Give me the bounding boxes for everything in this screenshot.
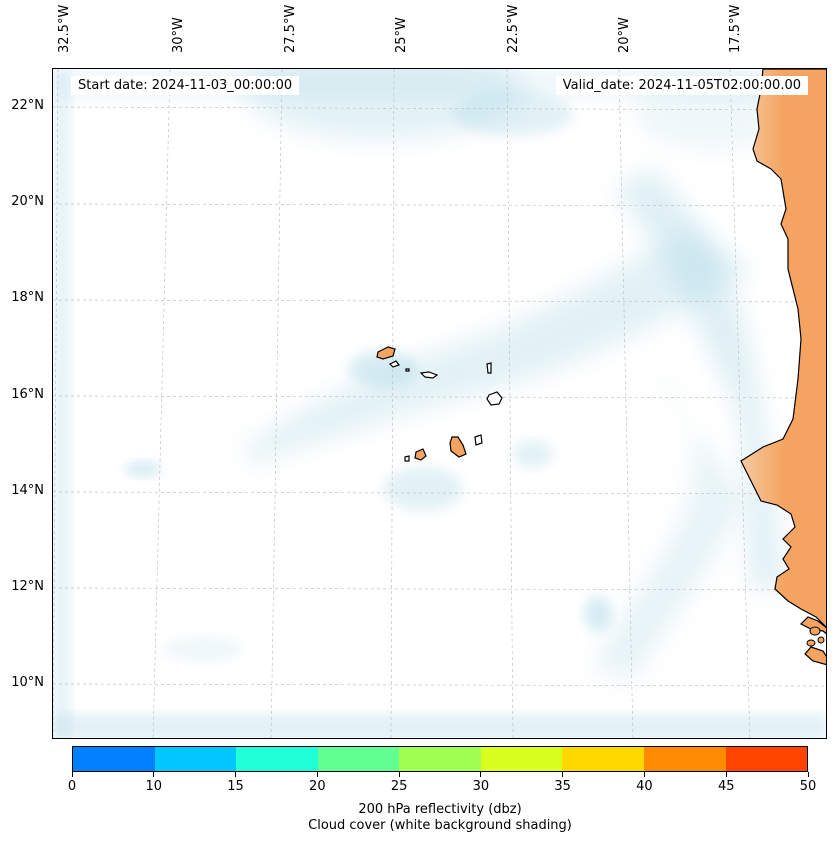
island-santo-antao [376,346,396,360]
lat-label-14n: 14°N [11,483,44,498]
colorbar-segment-1 [154,747,237,771]
lon-label-27-5w: 27.5°W [283,4,298,53]
island-sal [486,362,492,374]
lat-label-22n: 22°N [11,98,44,113]
cloud-cover-layer [53,69,826,738]
colorbar-tick-mark [725,772,727,777]
start-date-label: Start date: 2024-11-03_00:00:00 [71,76,300,95]
lat-label-18n: 18°N [11,290,44,305]
cape-verde-islands [376,346,503,462]
colorbar-tick-label: 0 [67,779,77,794]
valid-date-label: Valid_date: 2024-11-05T02:00:00.00 [555,76,808,95]
island-boa-vista [486,391,503,406]
colorbar-tick-label: 40 [636,779,653,794]
map-canvas [53,69,826,738]
colorbar-segment-7 [643,747,726,771]
colorbar-segment-4 [399,747,481,771]
lat-label-16n: 16°N [11,387,44,402]
colorbar-segment-6 [562,747,644,771]
colorbar-tick-label: 10 [145,779,163,794]
reflectivity-colorbar [72,746,808,772]
lon-label-25w: 25°W [394,17,409,53]
island-santa-luzia [405,368,410,372]
lat-label-20n: 20°N [11,194,44,209]
island-sao-vicente [388,360,400,368]
island-sao-nicolau [419,371,439,379]
africa-landmass [740,69,826,666]
bissagos-islands [806,626,825,647]
colorbar-tick-mark [71,772,73,777]
colorbar-tick-label: 45 [717,779,735,794]
lon-label-30w: 30°W [171,17,186,53]
colorbar-tick-mark [153,772,155,777]
island-fogo [414,448,427,461]
lon-label-32-5w: 32.5°W [57,4,72,53]
colorbar-tick-mark [480,772,482,777]
colorbar-tick-label: 50 [799,779,817,794]
colorbar-tick-mark [398,772,400,777]
colorbar-segment-3 [317,747,400,771]
colorbar-tick-mark [807,772,809,777]
colorbar-segment-2 [236,747,318,771]
colorbar-tick-mark [235,772,237,777]
colorbar-tick-label: 35 [554,779,571,794]
colorbar-tick-label: 15 [227,779,244,794]
island-santiago [449,436,467,458]
colorbar-tick-mark [316,772,318,777]
colorbar-tick-label: 25 [390,779,408,794]
graticule [53,69,826,738]
colorbar-title: 200 hPa reflectivity (dbz) [358,802,522,817]
island-brava [404,455,410,462]
map-panel [52,68,827,739]
lon-label-20w: 20°W [617,17,632,53]
lat-label-12n: 12°N [11,579,44,594]
colorbar-segment-8 [725,747,808,771]
lon-label-17-5w: 17.5°W [728,4,743,53]
colorbar-tick-label: 20 [309,779,326,794]
lat-label-10n: 10°N [11,675,44,690]
colorbar-tick-label: 30 [472,779,490,794]
colorbar-tick-mark [643,772,645,777]
island-maio [474,434,483,446]
colorbar-segment-5 [480,747,563,771]
colorbar-subtitle: Cloud cover (white background shading) [308,818,572,833]
colorbar-tick-mark [562,772,564,777]
lon-label-22-5w: 22.5°W [506,4,521,53]
colorbar-segment-0 [73,747,155,771]
